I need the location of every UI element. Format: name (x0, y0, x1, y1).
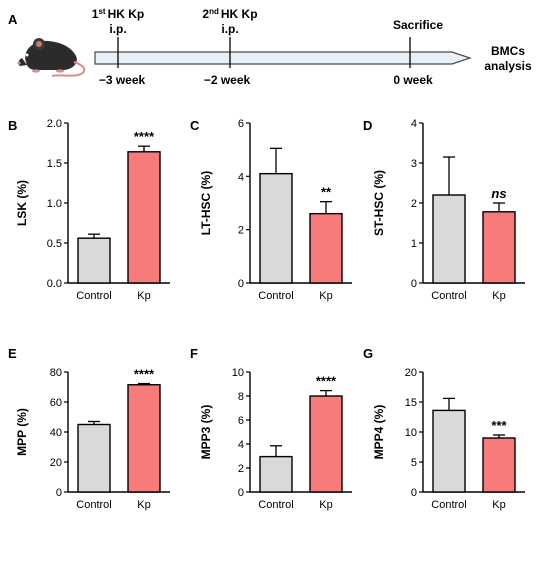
y-tick-label-c: 0 (238, 278, 244, 290)
y-tick-label-c: 2 (238, 225, 244, 237)
chart-panel-c: C LT-HSC (%) 0 2 4 6 Control Kp ** (190, 118, 352, 302)
significance-label-g: *** (491, 418, 507, 433)
y-tick-label-e: 0 (56, 487, 62, 499)
chart-panel-g: G MPP4 (%) 0 5 10 15 20 Control Kp *** (363, 346, 525, 511)
event-3-time: 0 week (393, 73, 433, 87)
bar-control-g (432, 409, 466, 493)
y-tick-label-e: 80 (50, 367, 62, 379)
bar-kp-d (482, 211, 516, 284)
y-tick-label-g: 0 (411, 487, 417, 499)
x-tick-label-control-c: Control (258, 290, 293, 302)
x-tick-label-kp-e: Kp (137, 499, 150, 511)
panel-label-a: A (8, 12, 18, 27)
chart-panel-b: B LSK (%) 0.0 0.5 1.0 1.5 2.0 Control Kp **** (8, 118, 170, 302)
y-axis-label-g: MPP4 (%) (372, 405, 386, 460)
bar-control-c (259, 172, 293, 284)
event-1-time: −3 week (99, 73, 146, 87)
end-label-line2: analysis (484, 59, 532, 73)
y-tick-label-f: 8 (238, 391, 244, 403)
y-tick-label-e: 60 (50, 397, 62, 409)
bar-control-b (77, 237, 111, 284)
bar-control-e (77, 423, 111, 493)
bar-control-d (432, 194, 466, 284)
x-tick-label-control-b: Control (76, 290, 111, 302)
y-tick-label-e: 20 (50, 457, 62, 469)
event-1-label: 1st HK Kp (92, 7, 144, 21)
x-tick-label-control-e: Control (76, 499, 111, 511)
y-axis-label-f: MPP3 (%) (199, 405, 213, 460)
y-tick-label-g: 5 (411, 457, 417, 469)
y-axis-label-c: LT-HSC (%) (199, 171, 213, 235)
bar-charts: B LSK (%) 0.0 0.5 1.0 1.5 2.0 Control Kp **** C LT-… (8, 118, 525, 511)
event-3-label: Sacrifice (393, 18, 443, 32)
y-tick-label-d: 1 (411, 238, 417, 250)
x-tick-label-kp-d: Kp (492, 290, 505, 302)
bar-kp-f (309, 395, 343, 493)
significance-label-c: ** (321, 185, 332, 200)
y-tick-label-g: 10 (405, 427, 417, 439)
y-tick-label-d: 2 (411, 198, 417, 210)
significance-label-f: **** (316, 374, 337, 389)
y-tick-label-f: 0 (238, 487, 244, 499)
significance-label-d: ns (491, 186, 506, 201)
bar-kp-b (127, 151, 161, 284)
significance-label-b: **** (134, 129, 155, 144)
chart-panel-e: E MPP (%) 0 20 40 60 80 Control Kp **** (8, 346, 170, 511)
bar-kp-e (127, 384, 161, 493)
x-tick-label-kp-g: Kp (492, 499, 505, 511)
y-tick-label-f: 4 (238, 439, 244, 451)
timeline-arrow (94, 51, 472, 65)
y-tick-label-d: 4 (411, 118, 417, 130)
chart-panel-d: D ST-HSC (%) 0 1 2 3 4 Control Kp ns (363, 118, 525, 302)
event-2-label: 2nd HK Kp (202, 7, 257, 21)
y-tick-label-c: 4 (238, 171, 244, 183)
y-tick-label-b: 1.5 (47, 158, 62, 170)
y-tick-label-d: 0 (411, 278, 417, 290)
x-tick-label-kp-f: Kp (319, 499, 332, 511)
y-tick-label-b: 1.0 (47, 198, 62, 210)
y-tick-label-b: 2.0 (47, 118, 62, 130)
timeline-panel: A 1st HK Kp i.p. 2nd HK Kp i.p. Sacrifice … (8, 7, 532, 87)
y-tick-label-c: 6 (238, 118, 244, 130)
panel-label-g: G (363, 346, 373, 361)
panel-label-b: B (8, 118, 17, 133)
panel-label-d: D (363, 118, 372, 133)
y-tick-label-f: 6 (238, 415, 244, 427)
x-tick-label-control-d: Control (431, 290, 466, 302)
y-tick-label-g: 15 (405, 397, 417, 409)
panel-label-e: E (8, 346, 17, 361)
y-axis-label-d: ST-HSC (%) (372, 170, 386, 236)
y-tick-label-b: 0.0 (47, 278, 62, 290)
mouse-icon (17, 38, 86, 77)
y-axis-label-e: MPP (%) (15, 408, 29, 456)
bar-kp-c (309, 212, 343, 284)
x-tick-label-control-f: Control (258, 499, 293, 511)
bar-control-f (259, 455, 293, 493)
event-2-time: −2 week (204, 73, 251, 87)
end-label-line1: BMCs (491, 44, 525, 58)
chart-panel-f: F MPP3 (%) 0 2 4 6 8 10 Control Kp **** (190, 346, 352, 511)
bar-kp-g (482, 437, 516, 493)
panel-label-c: C (190, 118, 200, 133)
y-tick-label-f: 2 (238, 463, 244, 475)
y-axis-label-b: LSK (%) (15, 180, 29, 226)
y-tick-label-f: 10 (232, 367, 244, 379)
x-tick-label-kp-b: Kp (137, 290, 150, 302)
y-tick-label-g: 20 (405, 367, 417, 379)
x-tick-label-control-g: Control (431, 499, 466, 511)
significance-label-e: **** (134, 367, 155, 382)
event-1-sub: i.p. (109, 22, 126, 36)
y-tick-label-e: 40 (50, 427, 62, 439)
x-tick-label-kp-c: Kp (319, 290, 332, 302)
panel-label-f: F (190, 346, 198, 361)
y-tick-label-d: 3 (411, 158, 417, 170)
event-2-sub: i.p. (221, 22, 238, 36)
y-tick-label-b: 0.5 (47, 238, 62, 250)
